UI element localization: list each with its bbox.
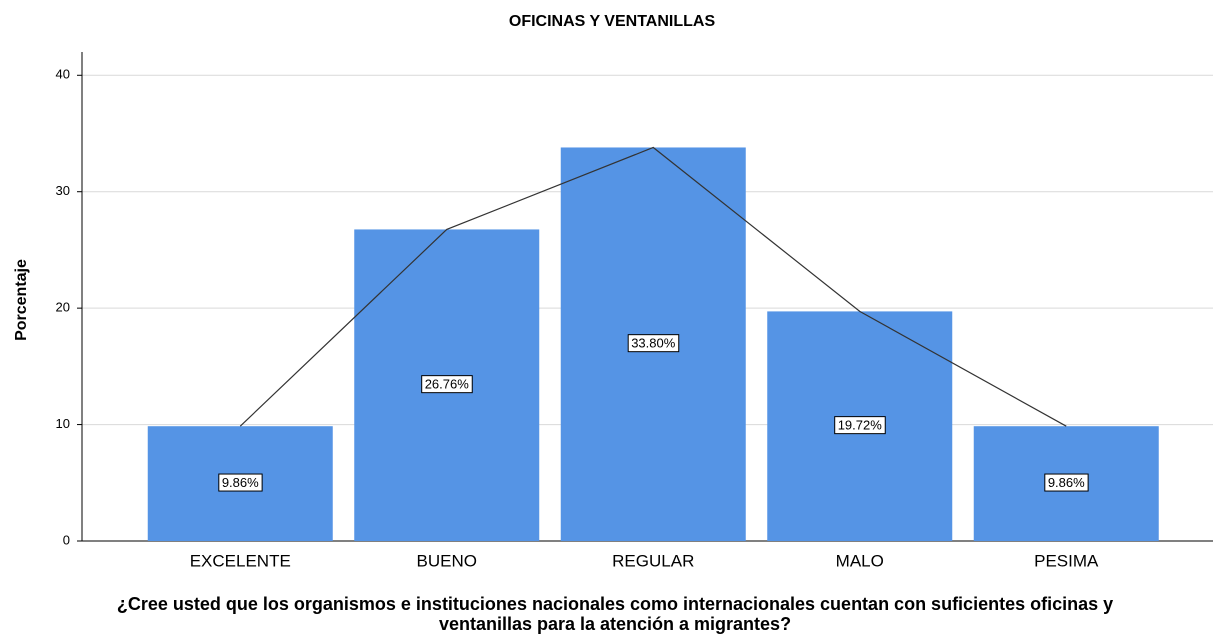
- x-tick-label: BUENO: [417, 551, 477, 570]
- y-tick-label: 30: [56, 183, 70, 198]
- value-label-box: [421, 375, 473, 394]
- value-label-box: [218, 473, 263, 492]
- chart: OFICINAS Y VENTANILLAS Porcentaje 0 10 20 3…: [13, 13, 1213, 570]
- chart-title: OFICINAS Y VENTANILLAS: [509, 13, 716, 30]
- x-tick-label: EXCELENTE: [190, 551, 291, 570]
- y-axis-label: Porcentaje: [13, 259, 30, 341]
- x-tick-label: MALO: [836, 551, 884, 570]
- y-tick-label: 20: [56, 300, 70, 315]
- value-label: 19.72%: [838, 418, 883, 433]
- x-axis-label: ¿Cree usted que los organismos e institu…: [116, 594, 1114, 634]
- y-tick-label: 0: [63, 532, 70, 547]
- value-label-box: [1044, 473, 1089, 492]
- x-tick-label: REGULAR: [612, 551, 694, 570]
- value-label-box: [834, 416, 886, 435]
- value-label-box: [627, 334, 680, 353]
- value-label: 9.86%: [1048, 475, 1085, 490]
- value-label: 33.80%: [631, 336, 676, 351]
- line: [239, 146, 1067, 427]
- value-label: 26.76%: [425, 377, 470, 392]
- y-tick-label: 40: [56, 67, 70, 82]
- value-label: 9.86%: [222, 475, 259, 490]
- x-tick-label: PESIMA: [1034, 551, 1099, 570]
- y-tick-label: 10: [56, 416, 70, 431]
